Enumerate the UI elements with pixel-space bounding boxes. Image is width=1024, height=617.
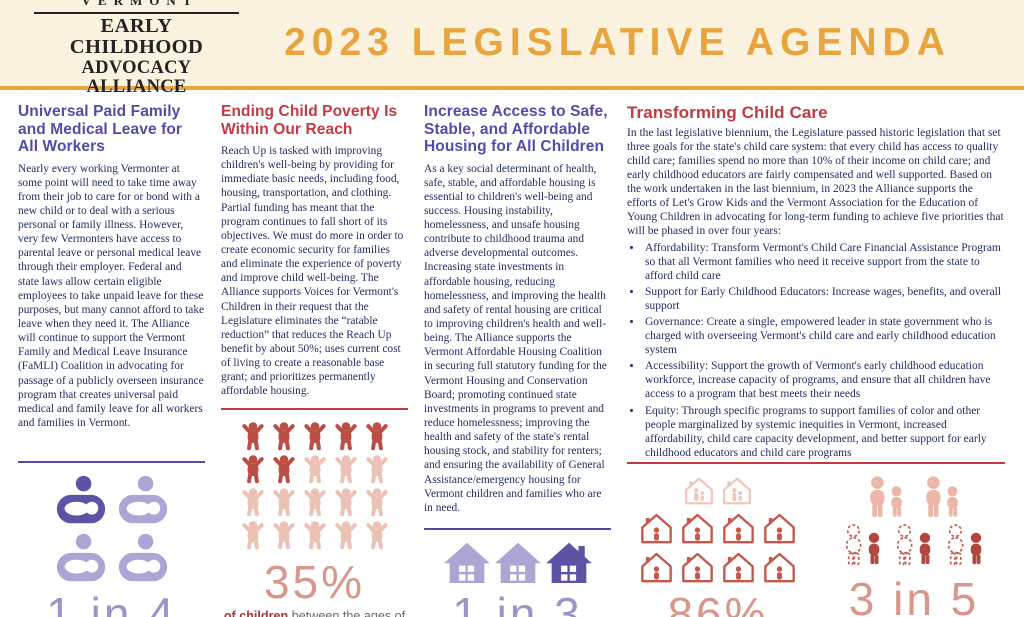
column-heading-paid-leave: Universal Paid Family and Medical Leave …	[18, 103, 183, 155]
house-person-icon	[722, 512, 755, 544]
child-icon	[240, 454, 266, 485]
pair-dashed-icon	[892, 523, 936, 568]
pair-solid-icon	[920, 475, 964, 520]
child-care-priorities-list: Affordability: Transform Vermont's Child…	[643, 241, 1005, 461]
column-housing: Increase Access to Safe, Stable, and Aff…	[424, 103, 611, 617]
house-person-icon	[681, 512, 714, 544]
house-icon	[443, 542, 490, 583]
alliance-logo: VERMONT EARLY CHILDHOOD ADVOCACY ALLIANC…	[34, 0, 239, 97]
child-icon	[364, 421, 390, 452]
bullet-item: Accessibility: Support the growth of Ver…	[643, 359, 1005, 401]
parent-baby-icon	[55, 475, 107, 525]
child-icon	[271, 421, 297, 452]
stat-divider	[18, 460, 205, 463]
pair-dashed-icon	[841, 523, 885, 568]
child-icon	[240, 421, 266, 452]
stat-value: 1 in 3	[452, 587, 583, 617]
bullet-item: Affordability: Transform Vermont's Child…	[643, 241, 1005, 283]
bullet-item: Equity: Through specific programs to sup…	[643, 404, 1005, 460]
child-icon	[333, 487, 359, 518]
house-person-icon	[763, 551, 796, 583]
child-icon	[364, 487, 390, 518]
column-paid-leave: Universal Paid Family and Medical Leave …	[18, 103, 205, 617]
masthead: VERMONT EARLY CHILDHOOD ADVOCACY ALLIANC…	[0, 0, 1024, 97]
logo-advocacy-alliance-text: ADVOCACY ALLIANCE	[81, 57, 192, 98]
child-icon	[271, 520, 297, 551]
stat-child-poverty: 35% of children between the ages of 0 an…	[221, 407, 408, 617]
child-icon	[271, 454, 297, 485]
stat-housing: 1 in 3 of Vermont households experiencin…	[424, 527, 611, 617]
stat-value: 86%	[667, 587, 769, 617]
child-icon	[302, 454, 328, 485]
stat-paid-leave: 1 in 4 parents who give birth go back to…	[18, 460, 205, 617]
pair-solid-grid	[823, 475, 1005, 520]
column-child-poverty: Ending Child Poverty Is Within Our Reach…	[221, 103, 408, 617]
column-body-child-care: In the last legislative biennium, the Le…	[627, 127, 1004, 238]
stat-icons-parents	[18, 475, 205, 583]
pair-solid-icon	[864, 475, 908, 520]
house-icon	[545, 542, 592, 583]
house-icon	[494, 542, 541, 583]
bullet-item: Governance: Create a single, empowered l…	[643, 315, 1005, 357]
child-icon	[240, 487, 266, 518]
child-icon	[333, 421, 359, 452]
pair-dashed-icon	[943, 523, 987, 568]
parent-baby-icon	[55, 533, 107, 583]
stat-divider	[221, 407, 408, 410]
stat-staffing-shortage: 86% of Vermont child care centers are ex…	[627, 476, 809, 617]
column-heading-child-poverty: Ending Child Poverty Is Within Our Reach	[221, 103, 398, 138]
stat-icons-centers	[627, 476, 809, 583]
house-person-icon	[640, 512, 673, 544]
column-heading-housing: Increase Access to Safe, Stable, and Aff…	[424, 103, 608, 155]
house-family-icon	[684, 476, 714, 505]
child-icon	[302, 487, 328, 518]
house-person-grid	[636, 512, 800, 583]
stat-icons-families	[823, 475, 1005, 568]
house-person-icon	[722, 551, 755, 583]
stat-caption: of children between the ages of 0 and 8 …	[223, 608, 406, 617]
house-person-icon	[763, 512, 796, 544]
column-body-paid-leave: Nearly every working Vermonter at some p…	[18, 162, 205, 430]
stat-row: 86% of Vermont child care centers are ex…	[627, 475, 1005, 617]
child-icon	[364, 520, 390, 551]
column-body-housing: As a key social determinant of health, s…	[424, 162, 607, 514]
page-title: 2023 LEGISLATIVE AGENDA	[284, 21, 951, 64]
house-person-icon	[640, 551, 673, 583]
child-icon	[302, 520, 328, 551]
parent-baby-icon	[117, 475, 169, 525]
parent-baby-icon	[117, 533, 169, 583]
house-family-icon	[722, 476, 752, 505]
column-heading-child-care: Transforming Child Care	[627, 103, 828, 122]
house-grid	[424, 542, 611, 583]
stat-divider	[627, 461, 1005, 464]
content-columns: Universal Paid Family and Medical Leave …	[0, 90, 1024, 617]
house-family-grid	[627, 476, 809, 505]
title-area: 2023 LEGISLATIVE AGENDA	[239, 21, 996, 65]
child-icon	[271, 487, 297, 518]
child-icon	[240, 520, 266, 551]
child-icon	[333, 454, 359, 485]
stat-icons-houses	[424, 542, 611, 583]
logo-early-childhood-text: EARLY CHILDHOOD	[69, 14, 204, 59]
child-icon	[302, 421, 328, 452]
child-icon	[364, 454, 390, 485]
house-person-icon	[681, 551, 714, 583]
stat-care-access: 3 in 5 of Vermont's youngest children do…	[823, 475, 1005, 617]
stat-divider	[424, 527, 611, 530]
stat-value: 35%	[263, 555, 366, 608]
parent-baby-grid	[51, 475, 173, 583]
column-child-care: Transforming Child Care In the last legi…	[627, 103, 1005, 617]
header-divider	[0, 86, 1024, 90]
column-body-child-poverty: Reach Up is tasked with improving childr…	[221, 145, 404, 398]
stat-value: 3 in 5	[848, 572, 980, 617]
logo-vermont-text: VERMONT	[34, 0, 239, 14]
stat-icons-children	[221, 421, 408, 551]
child-grid	[236, 421, 394, 551]
stat-child-care: 86% of Vermont child care centers are ex…	[627, 461, 1005, 617]
stat-value: 1 in 4	[46, 587, 177, 617]
child-icon	[333, 520, 359, 551]
bullet-item: Support for Early Childhood Educators: I…	[643, 285, 1005, 313]
pair-dashed-grid	[823, 523, 1005, 568]
